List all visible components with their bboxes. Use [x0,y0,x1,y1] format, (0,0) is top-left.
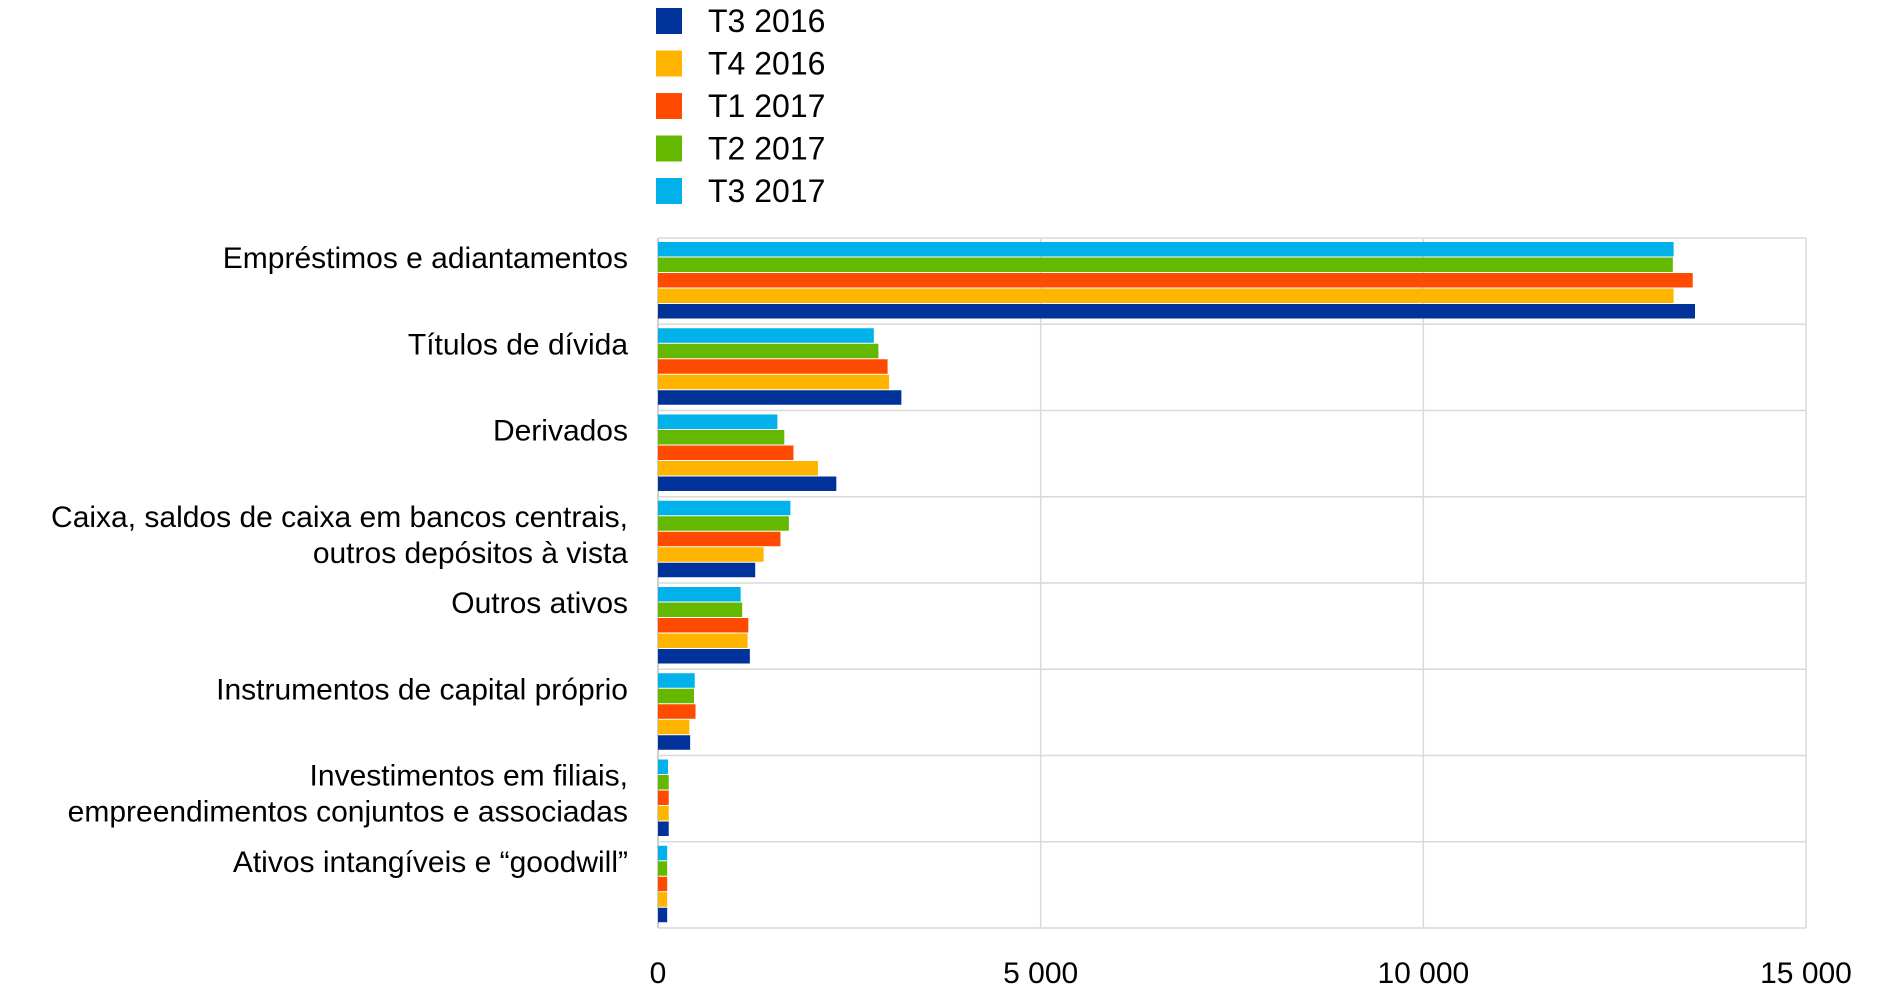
bar [658,845,668,861]
category-label: empreendimentos conjuntos e associadas [68,796,628,829]
bar [658,359,888,374]
category-label: Ativos intangíveis e “goodwill” [233,846,628,879]
category-label: Outros ativos [451,587,628,620]
bar [658,531,781,547]
category-label: Derivados [493,415,628,448]
legend-swatch [656,178,682,204]
bar [658,328,874,343]
bar [658,445,794,460]
category-label: Caixa, saldos de caixa em bancos centrai… [51,501,628,534]
bar [658,476,837,491]
category-label: outros depósitos à vista [313,537,628,570]
bar [658,587,741,602]
bar [658,892,668,907]
bar [658,500,791,516]
x-tick-label: 10 000 [1377,957,1469,987]
bar [658,547,764,562]
legend-label: T3 2017 [708,173,825,209]
bar [658,618,749,633]
legend-label: T2 2017 [708,131,825,167]
bar [658,790,669,805]
bar [658,759,668,774]
bar [658,414,778,429]
legend-label: T4 2016 [708,46,825,82]
x-tick-label: 0 [650,957,667,987]
x-axis-ticks: 0 5 000 10 000 15 000 [650,957,1852,990]
bar [658,673,695,688]
bar [658,390,902,405]
bar [658,374,890,390]
bar [658,876,668,892]
category-label: Empréstimos e adiantamentos [223,242,628,275]
category-label: Títulos de dívida [408,328,628,361]
x-tick-label: 5 000 [1003,957,1078,987]
category-label: Instrumentos de capital próprio [216,673,628,706]
legend-swatch [656,8,682,34]
category-label: Investimentos em filiais, [310,760,628,793]
bar [658,775,669,790]
bar [658,821,669,836]
bars-layer [658,242,1696,923]
bar [658,688,694,704]
legend-label: T1 2017 [708,88,825,124]
legend-swatch [656,50,682,77]
bar [658,273,1693,288]
bar [658,735,691,750]
bar [658,562,756,578]
bar [658,288,1674,303]
bar [658,516,789,531]
legend-label: T3 2016 [708,3,825,39]
bar [658,719,690,735]
bar [658,242,1674,257]
bar [658,907,668,923]
bar [658,343,879,359]
bar [658,704,696,719]
bar [658,861,668,876]
bar [658,461,818,476]
x-tick-label: 15 000 [1760,957,1852,987]
bar [658,806,669,821]
bar [658,633,748,648]
category-labels: Empréstimos e adiantamentos Títulos de dí… [51,242,628,879]
bar [658,602,743,617]
legend-swatch [656,135,682,162]
grid-layer [657,237,1807,929]
legend: T3 2016 T4 2016 T1 2017 T2 2017 T3 2017 [656,3,825,209]
legend-swatch [656,93,682,119]
bar [658,257,1673,272]
bar [658,304,1696,319]
bar [658,430,785,445]
bar [658,649,750,664]
